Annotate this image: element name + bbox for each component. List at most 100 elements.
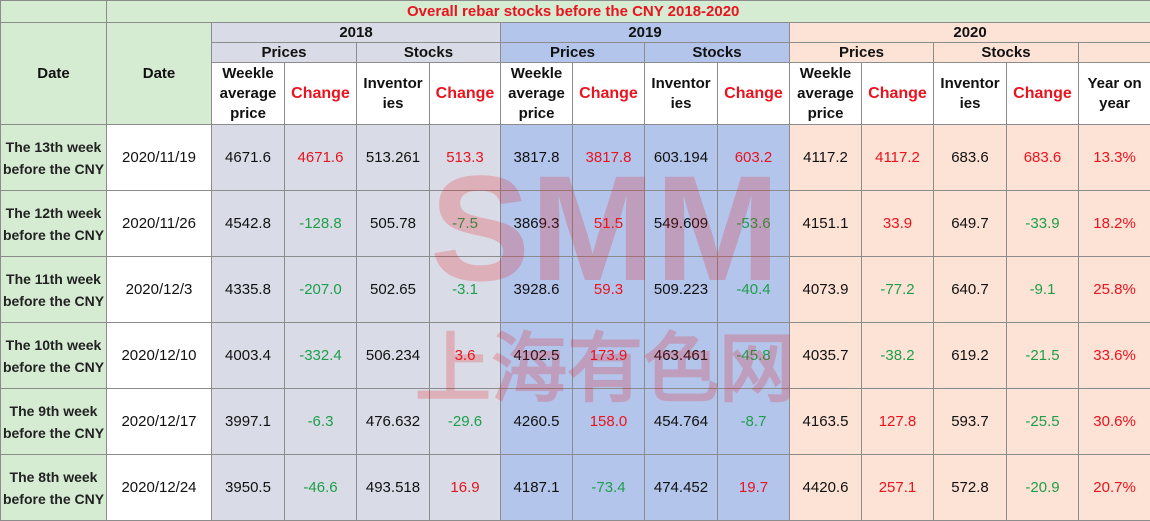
stock-change-2020: -21.5 bbox=[1007, 323, 1079, 389]
price-2019: 4102.5 bbox=[501, 323, 573, 389]
price-change-2020: -38.2 bbox=[862, 323, 934, 389]
price-2019: 3869.3 bbox=[501, 191, 573, 257]
stock-change-2020: -33.9 bbox=[1007, 191, 1079, 257]
stock-change-2018: -7.5 bbox=[430, 191, 501, 257]
yoy-cell: 33.6% bbox=[1079, 323, 1150, 389]
stock-change-2019: -40.4 bbox=[718, 257, 790, 323]
price-2020: 4163.5 bbox=[790, 389, 862, 455]
price-change-header-2020: Change bbox=[862, 63, 934, 125]
stock-2019: 509.223 bbox=[645, 257, 718, 323]
stocks-header-2018: Stocks bbox=[357, 43, 501, 63]
stock-2020: 572.8 bbox=[934, 455, 1007, 521]
empty-header-cell bbox=[1079, 43, 1150, 63]
stock-2018: 506.234 bbox=[357, 323, 430, 389]
yoy-cell: 13.3% bbox=[1079, 125, 1150, 191]
year-header-2019: 2019 bbox=[501, 23, 790, 43]
yoy-cell: 18.2% bbox=[1079, 191, 1150, 257]
price-2019: 4260.5 bbox=[501, 389, 573, 455]
price-change-header-2018: Change bbox=[285, 63, 357, 125]
date-cell: 2020/11/19 bbox=[107, 125, 212, 191]
corner-cell bbox=[1, 1, 107, 23]
stock-2019: 454.764 bbox=[645, 389, 718, 455]
price-change-header-2019: Change bbox=[573, 63, 645, 125]
price-change-2019: -73.4 bbox=[573, 455, 645, 521]
date-cell: 2020/12/24 bbox=[107, 455, 212, 521]
prices-header-2019: Prices bbox=[501, 43, 645, 63]
week-label: The 12th week before the CNY bbox=[1, 191, 107, 257]
stock-2020: 683.6 bbox=[934, 125, 1007, 191]
prices-header-2018: Prices bbox=[212, 43, 357, 63]
price-change-2018: -207.0 bbox=[285, 257, 357, 323]
stock-2019: 463.461 bbox=[645, 323, 718, 389]
weekly-avg-header-2020: Weekle average price bbox=[790, 63, 862, 125]
price-2020: 4420.6 bbox=[790, 455, 862, 521]
price-change-2020: 257.1 bbox=[862, 455, 934, 521]
stock-2019: 549.609 bbox=[645, 191, 718, 257]
stock-change-2018: 3.6 bbox=[430, 323, 501, 389]
price-2018: 3997.1 bbox=[212, 389, 285, 455]
inventories-header-2018: Inventor ies bbox=[357, 63, 430, 125]
stock-2020: 640.7 bbox=[934, 257, 1007, 323]
price-2018: 3950.5 bbox=[212, 455, 285, 521]
price-2020: 4035.7 bbox=[790, 323, 862, 389]
stock-2018: 502.65 bbox=[357, 257, 430, 323]
yoy-header: Year on year bbox=[1079, 63, 1150, 125]
date-header-1: Date bbox=[1, 23, 107, 125]
stock-change-2018: -29.6 bbox=[430, 389, 501, 455]
price-2018: 4003.4 bbox=[212, 323, 285, 389]
prices-header-2020: Prices bbox=[790, 43, 934, 63]
date-cell: 2020/11/26 bbox=[107, 191, 212, 257]
price-2018: 4671.6 bbox=[212, 125, 285, 191]
stock-change-2019: -45.8 bbox=[718, 323, 790, 389]
price-2018: 4335.8 bbox=[212, 257, 285, 323]
stock-change-header-2018: Change bbox=[430, 63, 501, 125]
weekly-avg-header-2018: Weekle average price bbox=[212, 63, 285, 125]
stock-2020: 619.2 bbox=[934, 323, 1007, 389]
week-label: The 13th week before the CNY bbox=[1, 125, 107, 191]
stock-2018: 513.261 bbox=[357, 125, 430, 191]
price-change-2018: -46.6 bbox=[285, 455, 357, 521]
price-change-2020: -77.2 bbox=[862, 257, 934, 323]
date-cell: 2020/12/17 bbox=[107, 389, 212, 455]
stocks-header-2019: Stocks bbox=[645, 43, 790, 63]
price-2020: 4117.2 bbox=[790, 125, 862, 191]
week-label: The 9th week before the CNY bbox=[1, 389, 107, 455]
inventories-header-2019: Inventor ies bbox=[645, 63, 718, 125]
stock-change-2018: 513.3 bbox=[430, 125, 501, 191]
stock-change-2020: -20.9 bbox=[1007, 455, 1079, 521]
inventories-header-2020: Inventor ies bbox=[934, 63, 1007, 125]
week-label: The 10th week before the CNY bbox=[1, 323, 107, 389]
stock-2018: 505.78 bbox=[357, 191, 430, 257]
price-change-2020: 127.8 bbox=[862, 389, 934, 455]
price-2018: 4542.8 bbox=[212, 191, 285, 257]
price-2020: 4073.9 bbox=[790, 257, 862, 323]
weekly-avg-header-2019: Weekle average price bbox=[501, 63, 573, 125]
year-header-2020: 2020 bbox=[790, 23, 1150, 43]
stock-change-2019: 603.2 bbox=[718, 125, 790, 191]
yoy-cell: 25.8% bbox=[1079, 257, 1150, 323]
stock-2018: 493.518 bbox=[357, 455, 430, 521]
table-title: Overall rebar stocks before the CNY 2018… bbox=[107, 1, 1150, 23]
price-change-2018: -128.8 bbox=[285, 191, 357, 257]
stock-2020: 593.7 bbox=[934, 389, 1007, 455]
price-change-2019: 158.0 bbox=[573, 389, 645, 455]
stock-change-2020: 683.6 bbox=[1007, 125, 1079, 191]
price-2019: 3928.6 bbox=[501, 257, 573, 323]
yoy-cell: 20.7% bbox=[1079, 455, 1150, 521]
stock-change-header-2019: Change bbox=[718, 63, 790, 125]
stock-change-header-2020: Change bbox=[1007, 63, 1079, 125]
stock-2020: 649.7 bbox=[934, 191, 1007, 257]
price-change-2019: 51.5 bbox=[573, 191, 645, 257]
price-change-2018: -6.3 bbox=[285, 389, 357, 455]
week-label: The 11th week before the CNY bbox=[1, 257, 107, 323]
stock-2019: 603.194 bbox=[645, 125, 718, 191]
yoy-cell: 30.6% bbox=[1079, 389, 1150, 455]
price-change-2020: 4117.2 bbox=[862, 125, 934, 191]
date-header-2: Date bbox=[107, 23, 212, 125]
